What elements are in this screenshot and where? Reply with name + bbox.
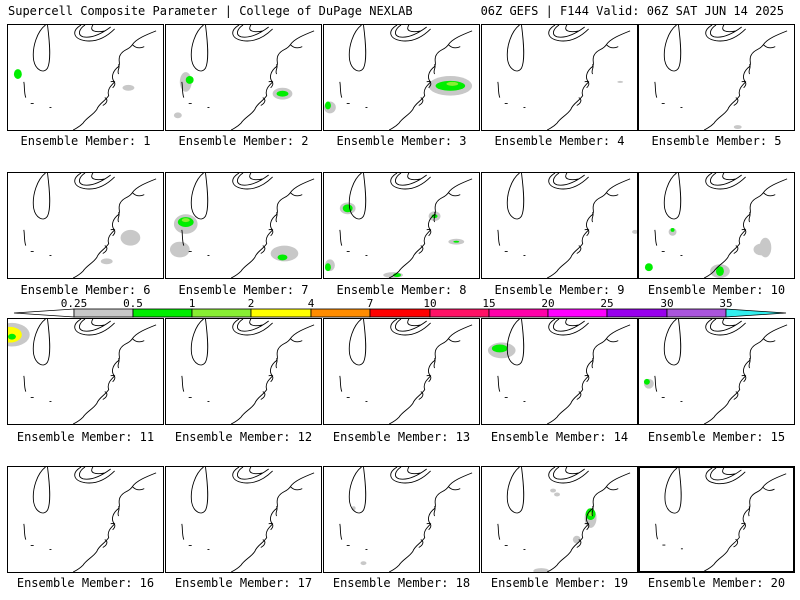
ensemble-member-label: Ensemble Member: 9 xyxy=(494,283,625,297)
colorbar xyxy=(13,308,787,318)
colorbar-bin xyxy=(250,308,312,318)
colorbar-tick-label: 30 xyxy=(660,297,674,310)
ensemble-member-map xyxy=(165,466,322,573)
ensemble-member-label: Ensemble Member: 8 xyxy=(336,283,467,297)
ensemble-member-label: Ensemble Member: 3 xyxy=(336,134,467,148)
colorbar-tick-label: 25 xyxy=(600,297,614,310)
chart-title: Supercell Composite Parameter | College … xyxy=(8,4,413,18)
colorbar-bin xyxy=(73,308,134,318)
colorbar-bin xyxy=(725,308,787,318)
ensemble-member-map xyxy=(638,24,795,131)
colorbar-bin xyxy=(369,308,431,318)
ensemble-member-map xyxy=(323,318,480,425)
ensemble-member-label: Ensemble Member: 7 xyxy=(178,283,309,297)
ensemble-member-label: Ensemble Member: 18 xyxy=(332,576,471,590)
ensemble-member-map xyxy=(481,172,638,279)
ensemble-member-map xyxy=(323,466,480,573)
ensemble-member-map xyxy=(638,172,795,279)
ensemble-member-map xyxy=(481,466,638,573)
colorbar-tick-label: 15 xyxy=(482,297,496,310)
colorbar-bin xyxy=(488,308,549,318)
ensemble-member-map xyxy=(638,318,795,425)
ensemble-member-map xyxy=(165,172,322,279)
ensemble-member-map xyxy=(638,466,795,573)
ensemble-member-label: Ensemble Member: 6 xyxy=(20,283,151,297)
colorbar-tick-label: 4 xyxy=(307,297,315,310)
ensemble-member-label: Ensemble Member: 16 xyxy=(16,576,155,590)
colorbar-tick-label: 1 xyxy=(188,297,196,310)
colorbar-tick-label: 35 xyxy=(719,297,733,310)
ensemble-member-label: Ensemble Member: 2 xyxy=(178,134,309,148)
ensemble-member-map xyxy=(7,466,164,573)
ensemble-member-label: Ensemble Member: 5 xyxy=(651,134,782,148)
ensemble-member-map xyxy=(7,24,164,131)
colorbar-bin xyxy=(547,308,608,318)
colorbar-underflow-arrow xyxy=(13,308,75,318)
ensemble-member-label: Ensemble Member: 15 xyxy=(647,430,786,444)
ensemble-member-label: Ensemble Member: 12 xyxy=(174,430,313,444)
ensemble-member-label: Ensemble Member: 19 xyxy=(490,576,629,590)
ensemble-member-map xyxy=(323,24,480,131)
colorbar-tick-label: 10 xyxy=(423,297,437,310)
colorbar-tick-label: 0.25 xyxy=(60,297,88,310)
ensemble-member-label: Ensemble Member: 11 xyxy=(16,430,155,444)
ensemble-member-label: Ensemble Member: 14 xyxy=(490,430,629,444)
valid-time-label: 06Z GEFS | F144 Valid: 06Z SAT JUN 14 20… xyxy=(480,4,784,18)
ensemble-member-map xyxy=(165,24,322,131)
ensemble-member-map xyxy=(7,318,164,425)
colorbar-tick-label: 20 xyxy=(541,297,555,310)
colorbar-tick-label: 2 xyxy=(247,297,255,310)
colorbar-tick-label: 7 xyxy=(366,297,374,310)
ensemble-member-label: Ensemble Member: 1 xyxy=(20,134,151,148)
colorbar-bin xyxy=(191,308,252,318)
colorbar-bin xyxy=(606,308,668,318)
ensemble-member-map xyxy=(165,318,322,425)
ensemble-member-map xyxy=(323,172,480,279)
colorbar-bin xyxy=(429,308,490,318)
ensemble-member-label: Ensemble Member: 17 xyxy=(174,576,313,590)
colorbar-tick-label: 0.5 xyxy=(123,297,143,310)
ensemble-member-label: Ensemble Member: 13 xyxy=(332,430,471,444)
ensemble-member-map xyxy=(481,24,638,131)
colorbar-bin xyxy=(132,308,193,318)
ensemble-member-map xyxy=(481,318,638,425)
ensemble-member-map xyxy=(7,172,164,279)
ensemble-member-label: Ensemble Member: 20 xyxy=(647,576,786,590)
colorbar-bin xyxy=(666,308,727,318)
colorbar-bin xyxy=(310,308,371,318)
ensemble-member-label: Ensemble Member: 4 xyxy=(494,134,625,148)
ensemble-member-label: Ensemble Member: 10 xyxy=(647,283,786,297)
